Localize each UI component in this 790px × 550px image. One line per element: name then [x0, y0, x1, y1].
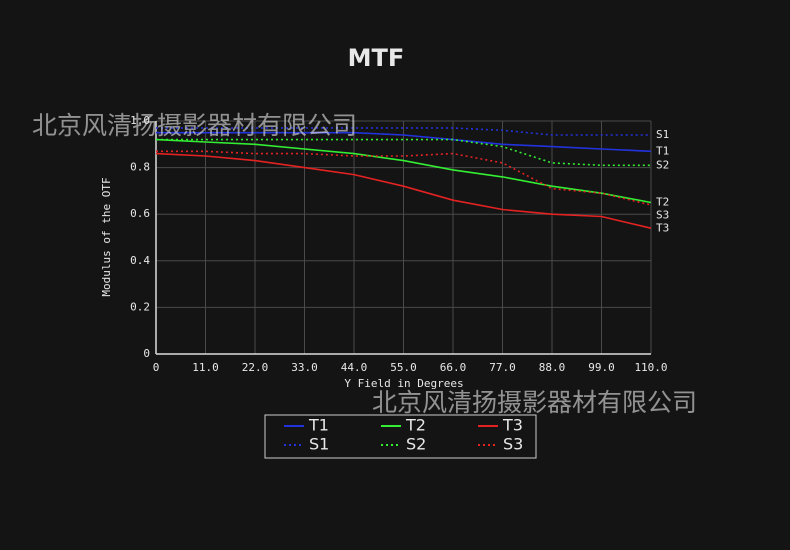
y-tick-label: 0.2	[130, 300, 150, 313]
x-tick-label: 66.0	[440, 361, 467, 374]
series-line	[156, 131, 652, 153]
series-end-label: T3	[656, 222, 669, 235]
x-tick-label: 0	[153, 361, 160, 374]
y-tick-label: 0.6	[130, 207, 150, 220]
y-tick-label: 0.8	[130, 161, 150, 174]
watermark: 北京风清扬摄影器材有限公司	[372, 388, 697, 417]
y-tick-label: 0.4	[130, 254, 150, 267]
series-end-label: S3	[656, 209, 669, 222]
legend-label: S3	[503, 435, 523, 454]
x-tick-label: 110.0	[634, 361, 667, 374]
series-line	[156, 138, 651, 167]
series-line	[155, 152, 652, 229]
series-end-label: S2	[656, 158, 669, 171]
x-tick-label: 33.0	[291, 361, 318, 374]
watermark: 北京风清扬摄影器材有限公司	[32, 111, 357, 140]
legend-box	[264, 414, 537, 459]
legend-label: T3	[502, 416, 523, 435]
chart-title: MTF	[348, 44, 405, 72]
x-tick-label: 99.0	[588, 361, 615, 374]
y-axis-label: Modulus of the OTF	[100, 177, 113, 296]
series-end-label: S1	[656, 128, 669, 141]
x-tick-label: 22.0	[242, 361, 269, 374]
y-tick-label: 0	[143, 347, 150, 360]
y-tick-label: 1.0	[130, 114, 150, 127]
x-tick-label: 44.0	[341, 361, 368, 374]
series-end-label: T2	[656, 196, 669, 209]
legend-label: T1	[308, 416, 329, 435]
x-axis-label: Y Field in Degrees	[344, 377, 463, 390]
x-tick-label: 11.0	[192, 361, 219, 374]
legend-label: S2	[406, 435, 426, 454]
series-line	[155, 138, 652, 204]
x-tick-label: 88.0	[539, 361, 566, 374]
legend-label: T2	[405, 416, 426, 435]
series-end-label: T1	[656, 144, 669, 157]
legend-label: S1	[309, 435, 329, 454]
x-tick-label: 55.0	[390, 361, 417, 374]
x-tick-label: 77.0	[489, 361, 516, 374]
plot-area: 0 0.2 0.4 0.6 0.8 1.0 0 11.0 22.0 33.0 44.0 55.0 66.…	[130, 114, 669, 454]
